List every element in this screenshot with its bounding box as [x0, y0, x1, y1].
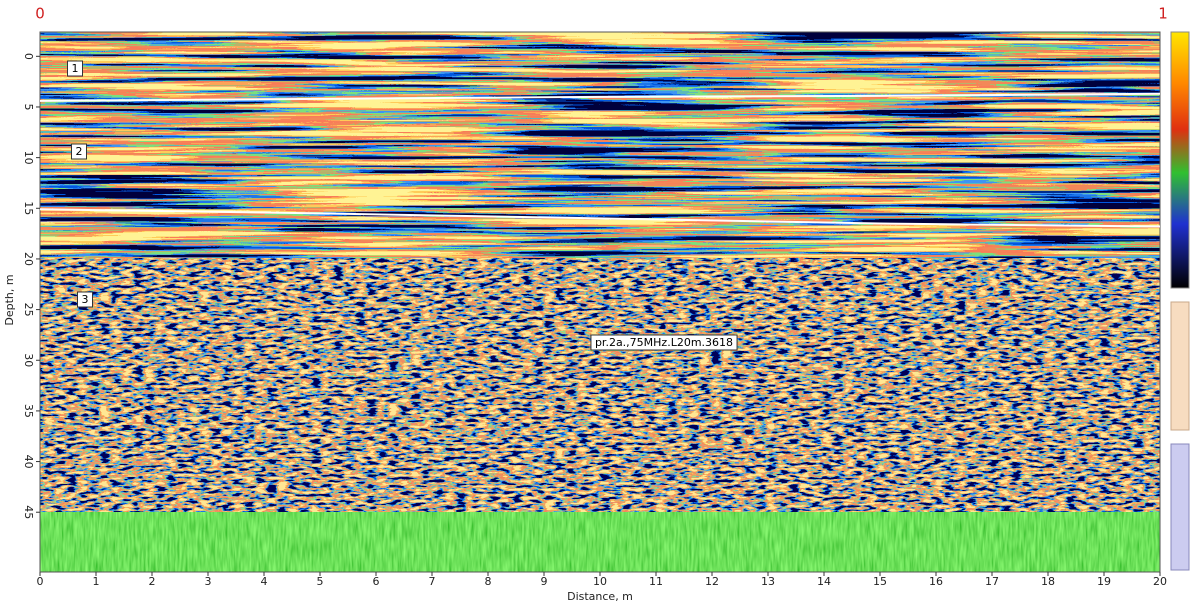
x-tick-label: 20: [1153, 575, 1167, 588]
layer-boundary: [39, 92, 1161, 102]
x-tick-label: 15: [873, 575, 887, 588]
x-tick-label: 11: [649, 575, 663, 588]
x-tick-label: 12: [705, 575, 719, 588]
annotation-box: [71, 143, 87, 160]
annotation-box: [77, 291, 93, 308]
x-tick-label: 2: [149, 575, 156, 588]
annotation: 1: [72, 62, 79, 75]
layer-boundary: [39, 208, 1161, 228]
layered-zone: [40, 32, 1160, 262]
x-tick-label: 10: [593, 575, 607, 588]
x-tick-label: 17: [985, 575, 999, 588]
colorbar-min: 0: [35, 5, 45, 23]
x-tick-label: 6: [373, 575, 380, 588]
annotation-box: [67, 60, 83, 77]
x-axis-label: Distance, m: [567, 590, 633, 603]
annotation: pr.2a.,75MHz.L20m.3618: [595, 336, 733, 349]
annotation: 2: [76, 145, 83, 158]
x-tick-label: 8: [485, 575, 492, 588]
y-tick-label: 0: [22, 53, 35, 60]
y-tick-label: 20: [22, 252, 35, 266]
x-tick-label: 19: [1097, 575, 1111, 588]
y-tick-label: 10: [22, 151, 35, 165]
x-tick-label: 13: [761, 575, 775, 588]
x-tick-label: 14: [817, 575, 831, 588]
x-tick-label: 5: [317, 575, 324, 588]
x-tick-label: 4: [261, 575, 268, 588]
y-tick-label: 40: [22, 455, 35, 469]
x-tick-label: 16: [929, 575, 943, 588]
annotation: 3: [82, 293, 89, 306]
bottom-zone: [40, 512, 1160, 572]
annotation-box: [590, 334, 738, 351]
colorbar-max: 1: [1158, 5, 1168, 23]
x-tick-label: 7: [429, 575, 436, 588]
y-tick-label: 30: [22, 353, 35, 367]
noise-zone: [40, 258, 1160, 514]
x-tick-label: 1: [93, 575, 100, 588]
gain-panel[interactable]: [1170, 301, 1190, 431]
colorbar: [1170, 31, 1190, 289]
y-tick-label: 45: [22, 505, 35, 519]
x-tick-label: 3: [205, 575, 212, 588]
y-tick-label: 5: [22, 103, 35, 110]
y-tick-label: 35: [22, 404, 35, 418]
filter-panel[interactable]: [1170, 443, 1190, 571]
y-tick-label: 25: [22, 303, 35, 317]
x-tick-label: 0: [37, 575, 44, 588]
x-tick-label: 18: [1041, 575, 1055, 588]
radargram-image: [40, 32, 1160, 572]
y-axis-label: Depth, m: [3, 274, 16, 325]
y-tick-label: 15: [22, 201, 35, 215]
x-tick-label: 9: [541, 575, 548, 588]
